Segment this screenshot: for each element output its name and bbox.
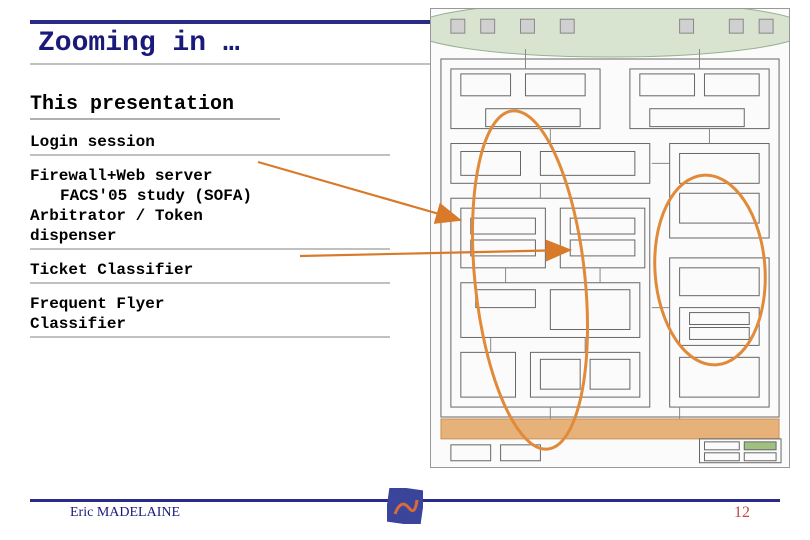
content-list: Login session Firewall+Web server FACS'0…	[30, 132, 390, 338]
list-item-text: Login session	[30, 133, 155, 151]
list-item-subtext: FACS'05 study (SOFA)	[30, 186, 390, 206]
list-item-text: Frequent Flyer	[30, 295, 164, 313]
footer-author: Eric MADELAINE	[30, 505, 180, 521]
list-item-text: Arbitrator / Token	[30, 207, 203, 225]
diagram-svg	[431, 9, 789, 467]
list-item-text: Ticket Classifier	[30, 261, 193, 279]
architecture-diagram	[430, 8, 790, 468]
list-item: Ticket Classifier	[30, 260, 390, 284]
footer: Eric MADELAINE 12	[30, 499, 780, 522]
page-number: 12	[734, 504, 780, 522]
list-item: Login session	[30, 132, 390, 156]
list-item-text: Classifier	[30, 315, 126, 333]
list-item: Frequent Flyer Classifier	[30, 294, 390, 338]
footer-logo	[387, 488, 423, 524]
section-heading: This presentation	[30, 93, 280, 120]
list-item: Firewall+Web server FACS'05 study (SOFA)…	[30, 166, 390, 250]
list-item-text: dispenser	[30, 227, 116, 245]
list-item-text: Firewall+Web server	[30, 167, 212, 185]
slide: Zooming in … This presentation Login ses…	[0, 0, 810, 540]
